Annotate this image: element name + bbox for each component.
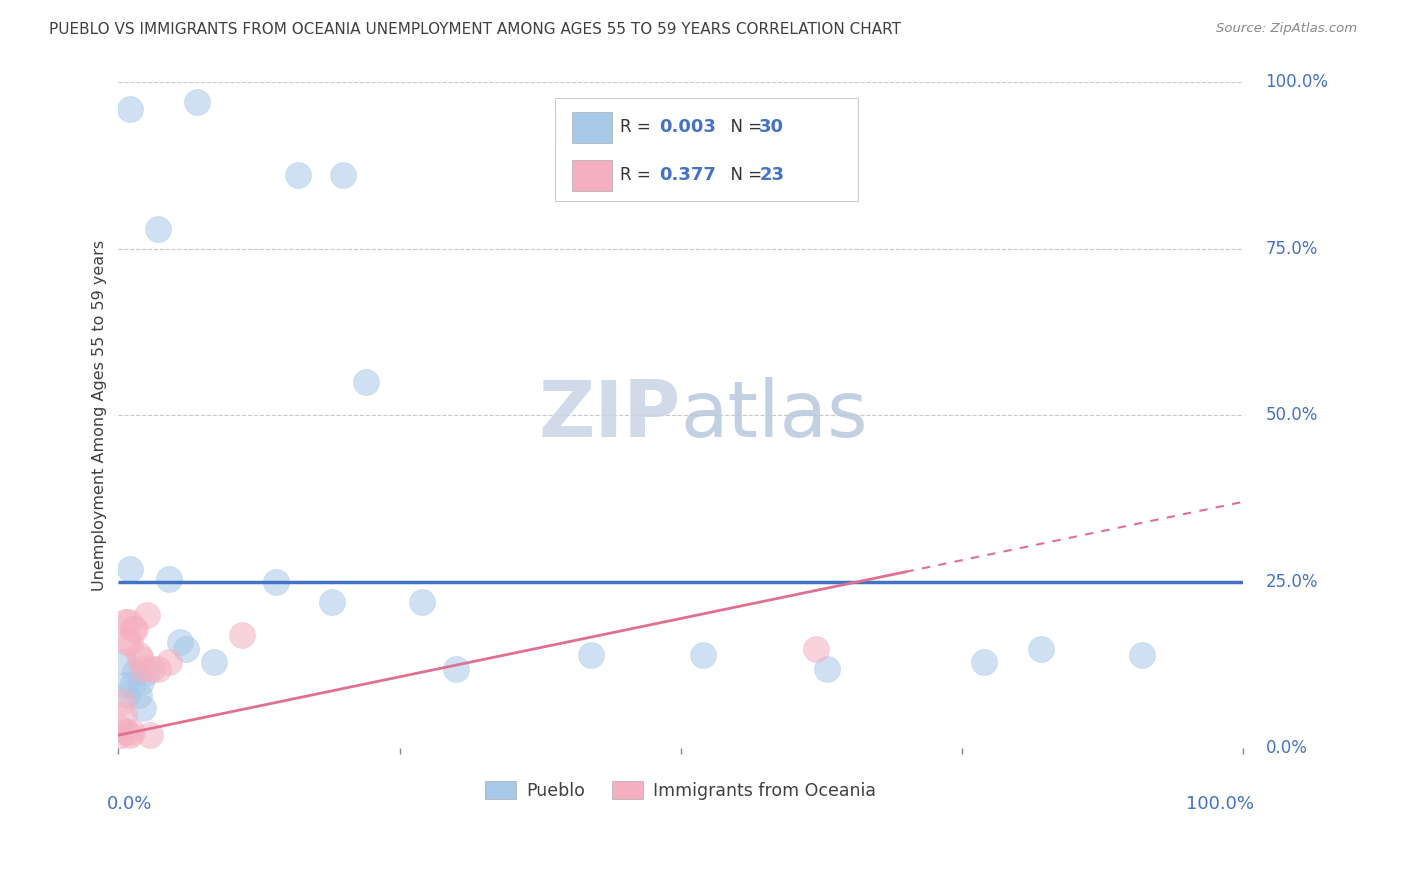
Point (264, 574, 287, 589)
Point (132, 661, 155, 675)
Point (108, 722, 131, 736)
Point (146, 661, 169, 675)
Text: R =: R = (620, 166, 657, 184)
Point (129, 674, 152, 689)
Point (157, 655, 180, 669)
Point (146, 221, 169, 235)
Text: 0.0%: 0.0% (107, 795, 153, 814)
Point (332, 169, 354, 183)
Text: Source: ZipAtlas.com: Source: ZipAtlas.com (1216, 22, 1357, 36)
Text: 0.0%: 0.0% (1265, 739, 1308, 757)
Point (141, 661, 163, 675)
Text: N =: N = (720, 166, 768, 184)
Point (1029, 641, 1052, 656)
Point (117, 688, 139, 702)
Point (411, 595, 433, 609)
Point (128, 688, 150, 702)
Text: ZIP: ZIP (538, 377, 681, 453)
Point (128, 648, 150, 662)
Point (124, 665, 146, 679)
Text: R =: R = (620, 118, 657, 136)
Text: 50.0%: 50.0% (1265, 406, 1317, 425)
Point (118, 102, 141, 116)
Point (121, 678, 143, 692)
Point (115, 724, 138, 739)
Point (135, 608, 157, 623)
Point (117, 615, 139, 629)
Point (111, 695, 134, 709)
Text: 0.003: 0.003 (659, 118, 716, 136)
Point (135, 665, 157, 679)
Point (169, 635, 191, 649)
Text: PUEBLO VS IMMIGRANTS FROM OCEANIA UNEMPLOYMENT AMONG AGES 55 TO 59 YEARS CORRELA: PUEBLO VS IMMIGRANTS FROM OCEANIA UNEMPL… (49, 22, 901, 37)
Text: 100.0%: 100.0% (1265, 73, 1329, 91)
Point (114, 615, 136, 629)
Point (121, 724, 143, 739)
Point (354, 375, 377, 389)
Point (202, 655, 225, 669)
Point (122, 622, 145, 636)
Point (231, 628, 253, 642)
Point (110, 728, 132, 742)
Text: atlas: atlas (681, 377, 868, 453)
Point (157, 572, 180, 586)
Point (973, 655, 995, 669)
Point (1130, 648, 1153, 662)
Point (114, 678, 136, 692)
Point (117, 635, 139, 649)
Point (139, 728, 162, 742)
Point (815, 661, 838, 675)
Point (132, 701, 155, 715)
Point (118, 728, 141, 742)
Point (124, 622, 146, 636)
Point (287, 169, 309, 183)
Y-axis label: Unemployment Among Ages 55 to 59 years: Unemployment Among Ages 55 to 59 years (93, 240, 107, 591)
Point (321, 595, 343, 609)
Text: 30: 30 (759, 118, 785, 136)
Point (129, 651, 152, 665)
Text: 75.0%: 75.0% (1265, 240, 1317, 258)
Point (444, 661, 467, 675)
Point (579, 648, 602, 662)
Point (112, 708, 135, 723)
Point (804, 641, 827, 656)
Point (692, 648, 714, 662)
Text: 25.0%: 25.0% (1265, 573, 1317, 591)
Text: N =: N = (720, 118, 768, 136)
Point (174, 641, 197, 656)
Point (186, 95, 208, 109)
Text: 23: 23 (759, 166, 785, 184)
Text: 0.377: 0.377 (659, 166, 716, 184)
Point (118, 635, 141, 649)
Point (112, 655, 135, 669)
Point (118, 561, 141, 575)
Text: 100.0%: 100.0% (1187, 795, 1254, 814)
Legend: Pueblo, Immigrants from Oceania: Pueblo, Immigrants from Oceania (478, 773, 883, 806)
